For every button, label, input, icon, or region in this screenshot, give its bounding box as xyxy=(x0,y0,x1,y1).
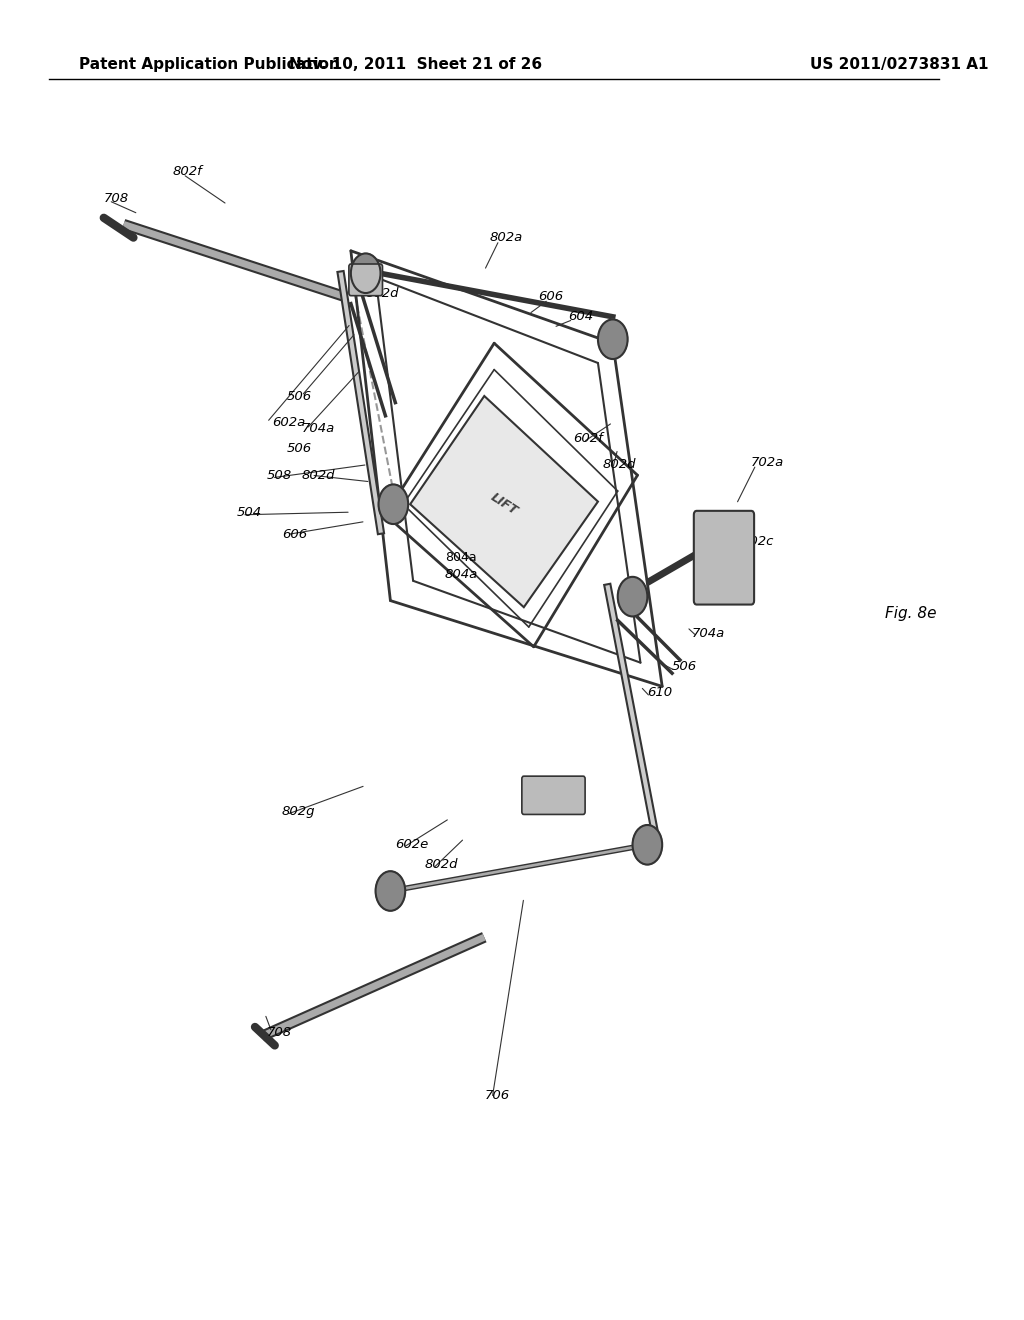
Text: 708: 708 xyxy=(267,1026,292,1039)
Text: 604: 604 xyxy=(568,310,594,323)
Text: 706: 706 xyxy=(484,1089,509,1102)
Text: Patent Application Publication: Patent Application Publication xyxy=(79,57,340,73)
Text: 804a: 804a xyxy=(444,568,478,581)
Text: 702a: 702a xyxy=(752,455,784,469)
Text: 508: 508 xyxy=(722,568,746,581)
Circle shape xyxy=(633,825,663,865)
Text: 802g: 802g xyxy=(282,805,315,818)
Text: Fig. 8e: Fig. 8e xyxy=(885,606,936,622)
Text: 708: 708 xyxy=(103,191,129,205)
Text: 508: 508 xyxy=(267,469,292,482)
FancyBboxPatch shape xyxy=(522,776,585,814)
Text: 706: 706 xyxy=(355,268,381,281)
Circle shape xyxy=(376,871,406,911)
Text: 802d: 802d xyxy=(301,469,335,482)
Text: 704a: 704a xyxy=(301,422,335,436)
Text: 606: 606 xyxy=(282,528,307,541)
FancyBboxPatch shape xyxy=(349,264,383,296)
Text: 610: 610 xyxy=(647,686,673,700)
Text: 506: 506 xyxy=(287,442,311,455)
Text: 802d: 802d xyxy=(603,458,636,471)
Polygon shape xyxy=(411,396,598,607)
Text: US 2011/0273831 A1: US 2011/0273831 A1 xyxy=(810,57,989,73)
Text: 504: 504 xyxy=(238,506,262,519)
Text: 602a: 602a xyxy=(271,416,305,429)
Text: 704a: 704a xyxy=(692,627,725,640)
Circle shape xyxy=(379,484,409,524)
Circle shape xyxy=(351,253,381,293)
FancyBboxPatch shape xyxy=(694,511,754,605)
Text: 602f: 602f xyxy=(573,432,603,445)
Text: LIFT: LIFT xyxy=(488,491,520,517)
Text: 802d: 802d xyxy=(425,858,459,871)
Text: Nov. 10, 2011  Sheet 21 of 26: Nov. 10, 2011 Sheet 21 of 26 xyxy=(289,57,542,73)
Text: 602e: 602e xyxy=(395,838,429,851)
Text: 802c: 802c xyxy=(741,535,774,548)
Text: 506: 506 xyxy=(701,590,727,603)
Text: 606: 606 xyxy=(539,290,564,304)
Circle shape xyxy=(617,577,647,616)
Text: 804a: 804a xyxy=(444,550,476,564)
Text: 506: 506 xyxy=(287,389,311,403)
Text: 802d: 802d xyxy=(366,286,399,300)
Circle shape xyxy=(598,319,628,359)
Text: 506: 506 xyxy=(672,660,697,673)
Text: 802f: 802f xyxy=(173,165,203,178)
Text: 802a: 802a xyxy=(489,231,522,244)
